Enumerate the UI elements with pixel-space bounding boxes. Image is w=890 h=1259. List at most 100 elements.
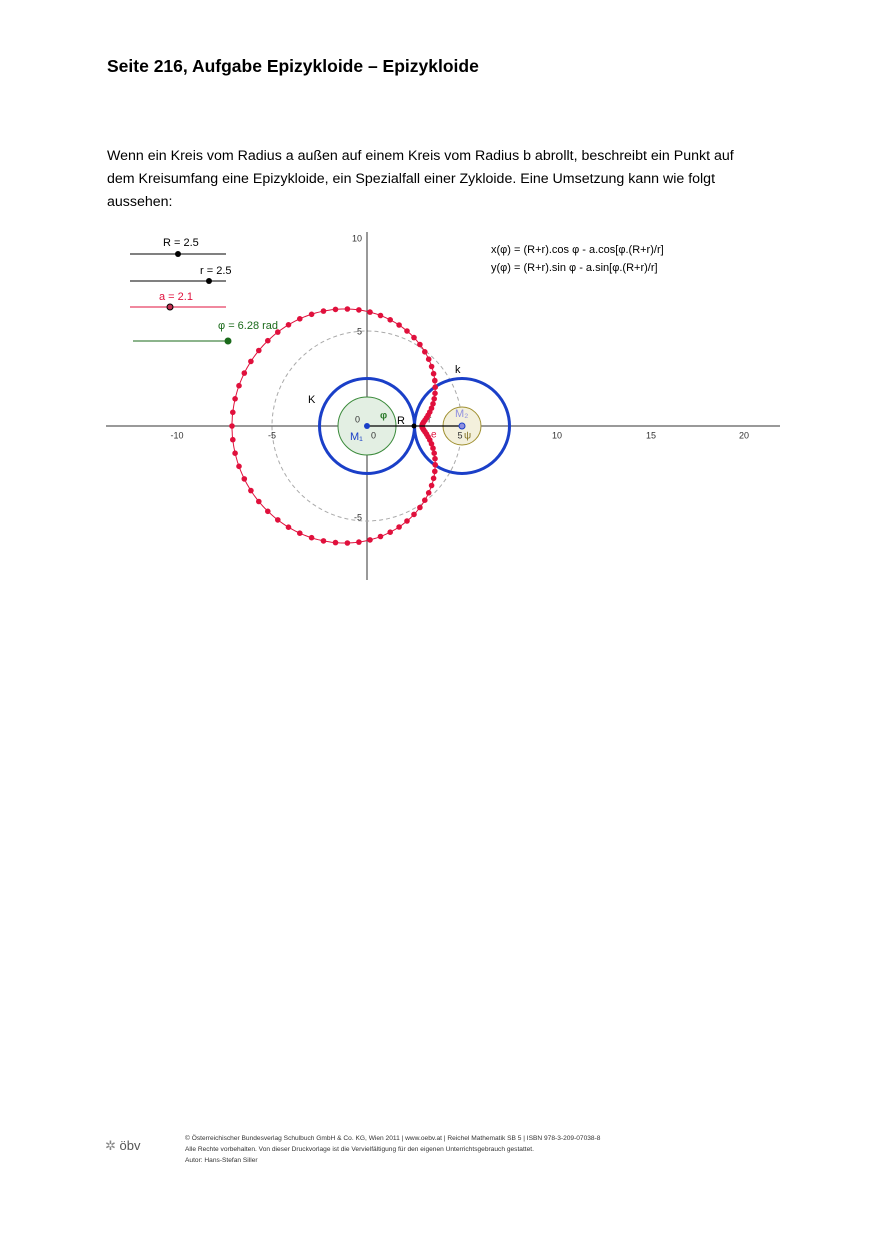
slider-knob[interactable]	[175, 251, 181, 257]
label: K	[308, 394, 316, 406]
trace-dot	[417, 504, 423, 511]
trace-dot	[232, 396, 238, 402]
trace-dot	[377, 533, 384, 540]
slider-label: r = 2.5	[200, 265, 232, 277]
label: r	[428, 415, 432, 426]
trace-dot	[236, 463, 242, 470]
trace-dot	[241, 370, 248, 376]
trace-dot	[344, 540, 351, 546]
trace-dot	[367, 309, 373, 315]
trace-dot	[265, 508, 271, 515]
footer-line: Alle Rechte vorbehalten. Von dieser Druc…	[185, 1146, 534, 1153]
trace-dot	[422, 497, 428, 504]
trace-dot	[425, 356, 432, 363]
trace-dot	[430, 370, 437, 377]
trace-dot	[236, 382, 242, 389]
trace-dot	[432, 455, 438, 462]
trace-dot	[230, 436, 236, 443]
trace-dot	[430, 401, 436, 407]
point	[411, 423, 417, 429]
paragraph-line: aussehen:	[107, 194, 173, 210]
trace-dot	[428, 405, 435, 412]
trace-dot	[404, 518, 410, 524]
x-tick-label: -10	[170, 430, 183, 440]
trace-dot	[308, 534, 315, 541]
slider-knob[interactable]	[166, 303, 174, 311]
trace-dot	[297, 530, 303, 536]
trace-dot	[430, 475, 437, 482]
trace-dot	[320, 308, 327, 314]
formula: y(φ) = (R+r).sin φ - a.sin[φ.(R+r)/r]	[491, 262, 658, 274]
trace-dot	[275, 517, 281, 523]
x-tick-label: -5	[268, 430, 276, 440]
trace-dot	[432, 377, 438, 384]
trace-dot	[387, 317, 394, 323]
trace-dot	[432, 384, 439, 391]
trace-dot	[285, 524, 292, 530]
trace-dot	[396, 524, 402, 530]
label: ψ	[464, 431, 471, 442]
label: M₁	[350, 431, 363, 443]
label: φ	[380, 411, 387, 422]
trace-dot	[377, 312, 384, 319]
trace-dot	[248, 358, 254, 365]
trace-dot	[367, 537, 373, 543]
trace-dot	[417, 341, 423, 348]
trace-dot	[432, 390, 438, 397]
slider-label: φ = 6.28 rad	[218, 320, 278, 332]
trace-dot	[356, 307, 362, 313]
trace-dot	[229, 423, 235, 429]
trace-dot	[419, 424, 426, 431]
trace-dot	[230, 409, 236, 416]
trace-dot	[430, 445, 436, 452]
trace-dot	[432, 468, 438, 475]
y-tick-label: 5	[357, 326, 362, 336]
slider-label: a = 2.1	[159, 291, 193, 303]
label: k	[455, 364, 461, 376]
trace-dot	[248, 487, 254, 494]
title: Seite 216, Aufgabe Epizykloide – Epizykl…	[107, 56, 479, 76]
label: e	[431, 430, 437, 441]
trace-dot	[308, 311, 315, 318]
label: 0	[355, 414, 360, 424]
logo-text: öbv	[119, 1138, 141, 1153]
paragraph-line: Wenn ein Kreis vom Radius a außen auf ei…	[107, 148, 734, 164]
x-tick-label: 15	[646, 430, 656, 440]
paragraph-line: dem Kreisumfang eine Epizykloide, ein Sp…	[107, 171, 716, 187]
trace-dot	[356, 539, 362, 545]
trace-dot	[411, 511, 417, 518]
trace-dot	[387, 529, 394, 535]
slider-label: R = 2.5	[163, 237, 199, 249]
slider-knob[interactable]	[224, 337, 232, 345]
footer-line: © Österreichischer Bundesverlag Schulbuc…	[185, 1135, 601, 1142]
x-tick-label: 10	[552, 430, 562, 440]
footer-line: Autor: Hans-Stefan Siller	[185, 1157, 258, 1164]
trace-dot	[265, 337, 271, 344]
slider-knob[interactable]	[206, 278, 212, 284]
trace-dot	[332, 539, 339, 546]
trace-dot	[241, 476, 248, 482]
logo: ✲ öbv	[105, 1138, 141, 1153]
point-M1	[364, 423, 370, 429]
x-tick-label: 20	[739, 430, 749, 440]
trace-dot	[411, 334, 417, 341]
trace-dot	[431, 450, 438, 457]
label: M₂	[455, 408, 468, 420]
trace-dot	[255, 347, 262, 354]
y-tick-label: -5	[354, 512, 362, 522]
trace-dot	[422, 349, 428, 355]
y-tick-label: 10	[352, 233, 362, 243]
trace-dot	[285, 322, 292, 328]
label: 0	[371, 430, 376, 440]
trace-dot	[275, 329, 281, 335]
trace-dot	[431, 396, 438, 402]
trace-dot	[255, 498, 262, 505]
formula: x(φ) = (R+r).cos φ - a.cos[φ.(R+r)/r]	[491, 244, 664, 256]
trace-dot	[344, 306, 351, 312]
trace-dot	[428, 482, 435, 489]
trace-dot	[297, 316, 303, 322]
trace-dot	[428, 363, 435, 370]
label: R	[397, 415, 405, 427]
